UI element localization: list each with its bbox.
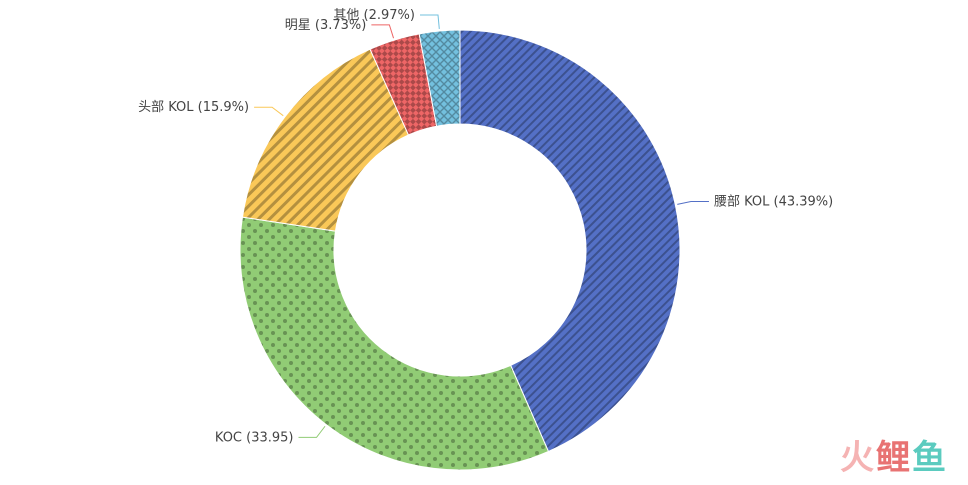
- slice-1[interactable]: [239, 216, 550, 471]
- leader-line-0: [677, 201, 709, 205]
- slice-0[interactable]: [459, 29, 681, 453]
- slice-label-0: 腰部 KOL (43.39%): [714, 195, 833, 210]
- slice-label-1: KOC (33.95): [215, 430, 294, 445]
- slice-label-2: 头部 KOL (15.9%): [138, 100, 249, 115]
- leader-line-3: [371, 24, 395, 39]
- leader-line-4: [419, 14, 440, 30]
- slice-label-3: 明星 (3.73%): [285, 18, 367, 33]
- leader-line-2: [254, 106, 284, 117]
- watermark-logo: 火鲤鱼: [840, 438, 948, 478]
- slice-4[interactable]: [418, 29, 461, 127]
- slice-label-4: 其他 (2.97%): [333, 8, 415, 23]
- leader-line-1: [298, 425, 326, 438]
